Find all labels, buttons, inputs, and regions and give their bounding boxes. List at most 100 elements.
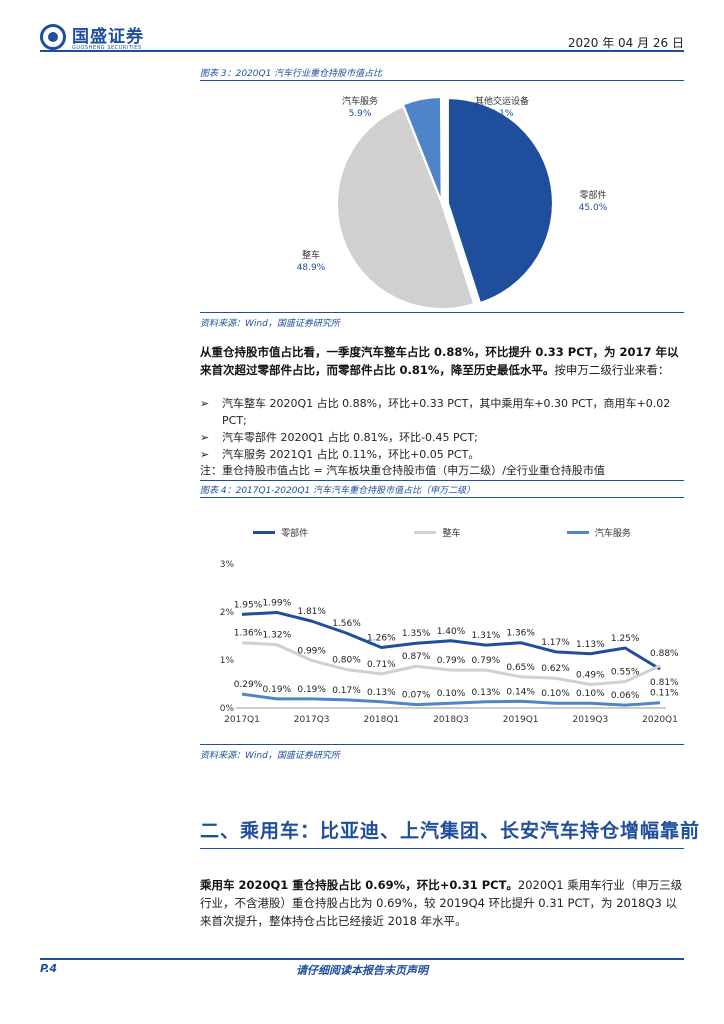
- data-label: 1.40%: [437, 627, 466, 637]
- paragraph-2: 乘用车 2020Q1 重仓持股占比 0.69%，环比+0.31 PCT。2020…: [200, 876, 684, 930]
- footer-divider: [40, 958, 684, 960]
- figure3-bottom-rule: [200, 312, 684, 313]
- data-label: 0.19%: [263, 685, 292, 695]
- data-label: 1.31%: [472, 631, 501, 641]
- header-divider: [40, 50, 684, 52]
- note-text: 注：重仓持股市值占比 = 汽车板块重仓持股市值（申万二级）/全行业重仓持股市值: [200, 464, 605, 477]
- section-2-title: 二、乘用车：比亚迪、上汽集团、长安汽车持仓增幅靠前: [200, 820, 701, 842]
- legend-label-service: 汽车服务: [594, 529, 631, 539]
- data-label: 1.17%: [541, 638, 570, 648]
- data-label: 1.36%: [506, 629, 535, 639]
- data-label: 1.25%: [611, 634, 640, 644]
- pie-label-parts: 零部件 45.0%: [568, 190, 618, 214]
- pie-slice-other: [440, 97, 443, 205]
- x-tick-label: 2018Q3: [433, 715, 469, 725]
- paragraph-2-bold: 乘用车 2020Q1 重仓持股占比 0.69%，环比+0.31 PCT。: [200, 878, 518, 892]
- data-label: 0.10%: [541, 689, 570, 699]
- data-label: 1.81%: [297, 607, 326, 617]
- data-label: 1.95%: [234, 600, 263, 610]
- pie-label-other: 其他交运设备 0.1%: [462, 96, 542, 120]
- data-label: 1.36%: [234, 629, 263, 639]
- bullet-text: 汽车服务 2021Q1 占比 0.11%，环比+0.05 PCT。: [222, 448, 480, 461]
- logo-text: 国盛证券: [72, 27, 144, 47]
- pie-label-parts-value: 45.0%: [578, 203, 608, 213]
- figure3-pie-chart: [336, 96, 554, 310]
- data-label: 0.55%: [611, 668, 640, 678]
- data-label: 0.11%: [650, 689, 679, 699]
- data-label: 0.88%: [650, 649, 679, 659]
- x-tick-label: 2019Q3: [572, 715, 608, 725]
- data-label: 0.79%: [472, 656, 501, 666]
- pie-label-vehicle: 整车 48.9%: [286, 250, 336, 274]
- pie-label-vehicle-value: 48.9%: [296, 263, 326, 273]
- x-tick-label: 2017Q1: [224, 715, 260, 725]
- data-label: 1.13%: [576, 640, 605, 650]
- x-tick-label: 2018Q1: [363, 715, 399, 725]
- y-tick-label: 0%: [220, 704, 235, 714]
- bullet-arrow-icon: ➢: [200, 448, 210, 461]
- bullet-item: ➢ 汽车整车 2020Q1 占比 0.88%，环比+0.33 PCT，其中乘用车…: [200, 395, 684, 429]
- chart-legend: 零部件 整车 汽车服务: [200, 526, 684, 539]
- data-label: 0.65%: [506, 663, 535, 673]
- data-label: 0.80%: [332, 656, 361, 666]
- legend-label-parts: 零部件: [281, 529, 309, 539]
- data-label: 0.13%: [367, 688, 396, 698]
- bullet-list: ➢ 汽车整车 2020Q1 占比 0.88%，环比+0.33 PCT，其中乘用车…: [200, 395, 684, 463]
- data-label: 1.35%: [402, 629, 431, 639]
- paragraph-1-bold: 从重仓持股市值占比看，一季度汽车整车占比 0.88%，环比提升 0.33 PCT…: [200, 345, 679, 377]
- report-date: 2020 年 04 月 26 日: [567, 36, 684, 50]
- data-label: 1.32%: [263, 631, 292, 641]
- figure3-top-rule: [200, 80, 684, 81]
- figure4-title-rule: [200, 497, 684, 498]
- data-label: 0.49%: [576, 670, 605, 680]
- data-label: 0.81%: [650, 678, 679, 688]
- legend-label-vehicle: 整车: [442, 529, 461, 539]
- line-series-vehicle: [241, 641, 661, 686]
- x-tick-label: 2017Q3: [294, 715, 330, 725]
- paragraph-2-normal: 2020Q1 乘用车行业（申万三级行业，不含港股）重仓持股占比为 0.69%，较…: [200, 878, 683, 928]
- logo-icon: [40, 23, 66, 50]
- legend-swatch-parts: [253, 531, 276, 534]
- line-series-parts: [241, 610, 661, 671]
- data-label: 1.99%: [263, 598, 292, 608]
- data-label: 0.62%: [541, 664, 570, 674]
- line-series-service: [241, 692, 661, 707]
- data-label: 0.99%: [297, 646, 326, 656]
- data-label: 0.17%: [332, 686, 361, 696]
- data-label: 1.56%: [332, 619, 361, 629]
- pie-label-other-value: 0.1%: [490, 109, 514, 119]
- data-label: 0.29%: [234, 680, 263, 690]
- figure4-top-rule: [200, 480, 684, 481]
- page-number: P.4: [40, 962, 58, 975]
- pie-label-service-name: 汽车服务: [341, 97, 378, 107]
- pie-label-service-value: 5.9%: [348, 109, 372, 119]
- data-label: 0.07%: [402, 691, 431, 701]
- y-tick-label: 3%: [220, 560, 235, 570]
- data-label: 0.79%: [437, 656, 466, 666]
- legend-item-service: 汽车服务: [566, 526, 631, 539]
- footer-disclaimer: 请仔细阅读本报告末页声明: [296, 964, 428, 977]
- figure3-title: 图表 3：2020Q1 汽车行业重仓持股市值占比: [200, 69, 383, 79]
- data-label: 0.10%: [576, 689, 605, 699]
- paragraph-1: 从重仓持股市值占比看，一季度汽车整车占比 0.88%，环比提升 0.33 PCT…: [200, 343, 684, 379]
- pie-label-service: 汽车服务 5.9%: [330, 96, 390, 120]
- bullet-item: ➢ 汽车服务 2021Q1 占比 0.11%，环比+0.05 PCT。: [200, 446, 684, 463]
- data-label: 1.26%: [367, 634, 396, 644]
- legend-item-vehicle: 整车: [414, 526, 461, 539]
- bullet-text: 汽车零部件 2020Q1 占比 0.81%，环比-0.45 PCT;: [222, 431, 478, 444]
- data-label: 0.71%: [367, 660, 396, 670]
- pie-slice-vehicle: [336, 105, 476, 310]
- pie-label-other-name: 其他交运设备: [474, 97, 529, 107]
- data-label: 0.19%: [297, 685, 326, 695]
- data-label: 0.87%: [402, 652, 431, 662]
- figure3-source: 资料来源：Wind，国盛证券研究所: [200, 319, 340, 329]
- figure4-bottom-rule: [200, 744, 684, 745]
- data-label: 0.10%: [437, 689, 466, 699]
- figure4-source: 资料来源：Wind，国盛证券研究所: [200, 751, 340, 761]
- data-label: 0.14%: [506, 687, 535, 697]
- y-tick-label: 1%: [220, 656, 235, 666]
- pie-label-parts-name: 零部件: [579, 191, 607, 201]
- paragraph-1-normal: 按申万二级行业来看：: [554, 363, 670, 377]
- pie-slice-service: [401, 96, 443, 203]
- section-2-rule: [200, 848, 684, 849]
